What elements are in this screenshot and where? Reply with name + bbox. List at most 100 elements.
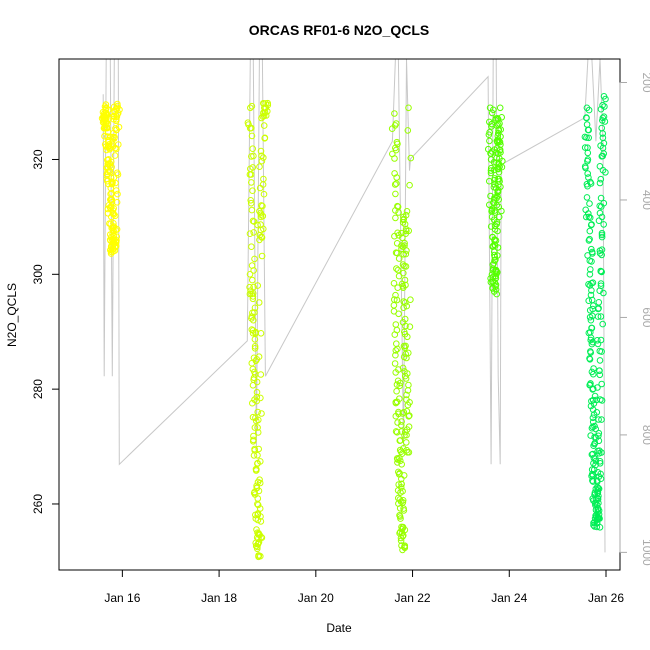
data-point [257, 213, 265, 221]
data-point [586, 307, 594, 314]
data-point [256, 163, 263, 170]
data-point [260, 190, 268, 198]
data-point [399, 219, 407, 226]
data-point [595, 485, 603, 493]
data-point [257, 371, 265, 378]
data-point [404, 127, 412, 134]
y-tick-label: 280 [31, 379, 45, 399]
x-tick-label: Jan 18 [201, 591, 237, 605]
data-point [494, 115, 501, 122]
data-point [406, 323, 414, 331]
data-point [589, 477, 596, 484]
data-point [589, 470, 596, 478]
data-point [495, 175, 503, 183]
data-point [248, 206, 256, 214]
x-tick-label: Jan 24 [491, 591, 527, 605]
data-point [494, 227, 501, 235]
data-point [485, 145, 492, 153]
data-point [250, 316, 257, 324]
data-point [392, 347, 400, 354]
data-point [596, 524, 604, 531]
data-point [102, 105, 110, 112]
data-point [113, 117, 120, 125]
data-point [588, 424, 596, 432]
data-point [249, 217, 257, 225]
x-tick-label: Jan 26 [588, 591, 624, 605]
data-point [248, 315, 255, 322]
data-point [586, 200, 593, 207]
data-point [258, 252, 266, 260]
data-point [259, 202, 266, 210]
data-point [392, 207, 399, 214]
data-point [250, 267, 257, 274]
data-point [257, 458, 264, 465]
data-point [595, 437, 603, 445]
data-point [600, 289, 607, 297]
data-point [248, 243, 255, 250]
data-point [405, 104, 412, 112]
data-point [584, 182, 591, 190]
x-tick-label: Jan 22 [395, 591, 431, 605]
data-point [260, 175, 267, 183]
data-point [590, 365, 597, 372]
data-point [596, 179, 604, 187]
data-point [399, 234, 406, 242]
data-point [258, 202, 265, 209]
data-point [491, 236, 499, 243]
data-point [583, 121, 591, 128]
data-point [249, 399, 256, 407]
data-point [586, 257, 594, 265]
data-point [397, 515, 404, 522]
data-point [588, 324, 595, 332]
data-point [588, 296, 596, 304]
data-point [110, 174, 118, 181]
data-point [247, 104, 254, 112]
axes: Jan 16 Jan 18 Jan 20 Jan 22 Jan 24 Jan 26 260 2… [31, 72, 650, 605]
data-point [256, 479, 264, 487]
data-point [600, 113, 608, 120]
data-point [596, 250, 604, 257]
data-point [113, 199, 121, 206]
data-point [492, 274, 500, 282]
data-point [599, 130, 607, 137]
data-point [499, 157, 506, 165]
data-point [597, 282, 605, 290]
data-point [595, 499, 602, 507]
data-point [596, 447, 603, 455]
data-point [254, 541, 262, 548]
data-point [254, 282, 262, 289]
data-point [400, 269, 407, 277]
data-point [583, 134, 590, 141]
data-point [112, 125, 119, 132]
data-point [251, 488, 258, 496]
data-point [257, 209, 264, 217]
data-point [252, 357, 260, 365]
data-point [251, 343, 259, 350]
data-point [108, 196, 116, 203]
data-point [253, 545, 261, 553]
data-point [587, 316, 595, 324]
data-point [257, 394, 264, 402]
series-3 [388, 104, 415, 554]
data-point [393, 340, 400, 348]
data-point [249, 145, 256, 152]
data-point [391, 181, 399, 188]
data-point [113, 187, 120, 194]
data-point [586, 356, 594, 363]
data-point [393, 249, 401, 257]
y-tick-label: 300 [31, 264, 45, 284]
data-point [244, 119, 252, 126]
data-point [406, 181, 413, 189]
data-point [597, 267, 605, 275]
data-point [398, 242, 405, 249]
data-point [395, 468, 402, 476]
data-point [587, 380, 594, 387]
data-point [392, 351, 399, 359]
data-point [250, 218, 258, 225]
data-point [392, 369, 400, 376]
data-point [258, 152, 265, 160]
data-point [390, 302, 398, 309]
data-point [489, 267, 497, 274]
y-tick-label: 260 [31, 494, 45, 514]
data-point [114, 100, 121, 108]
